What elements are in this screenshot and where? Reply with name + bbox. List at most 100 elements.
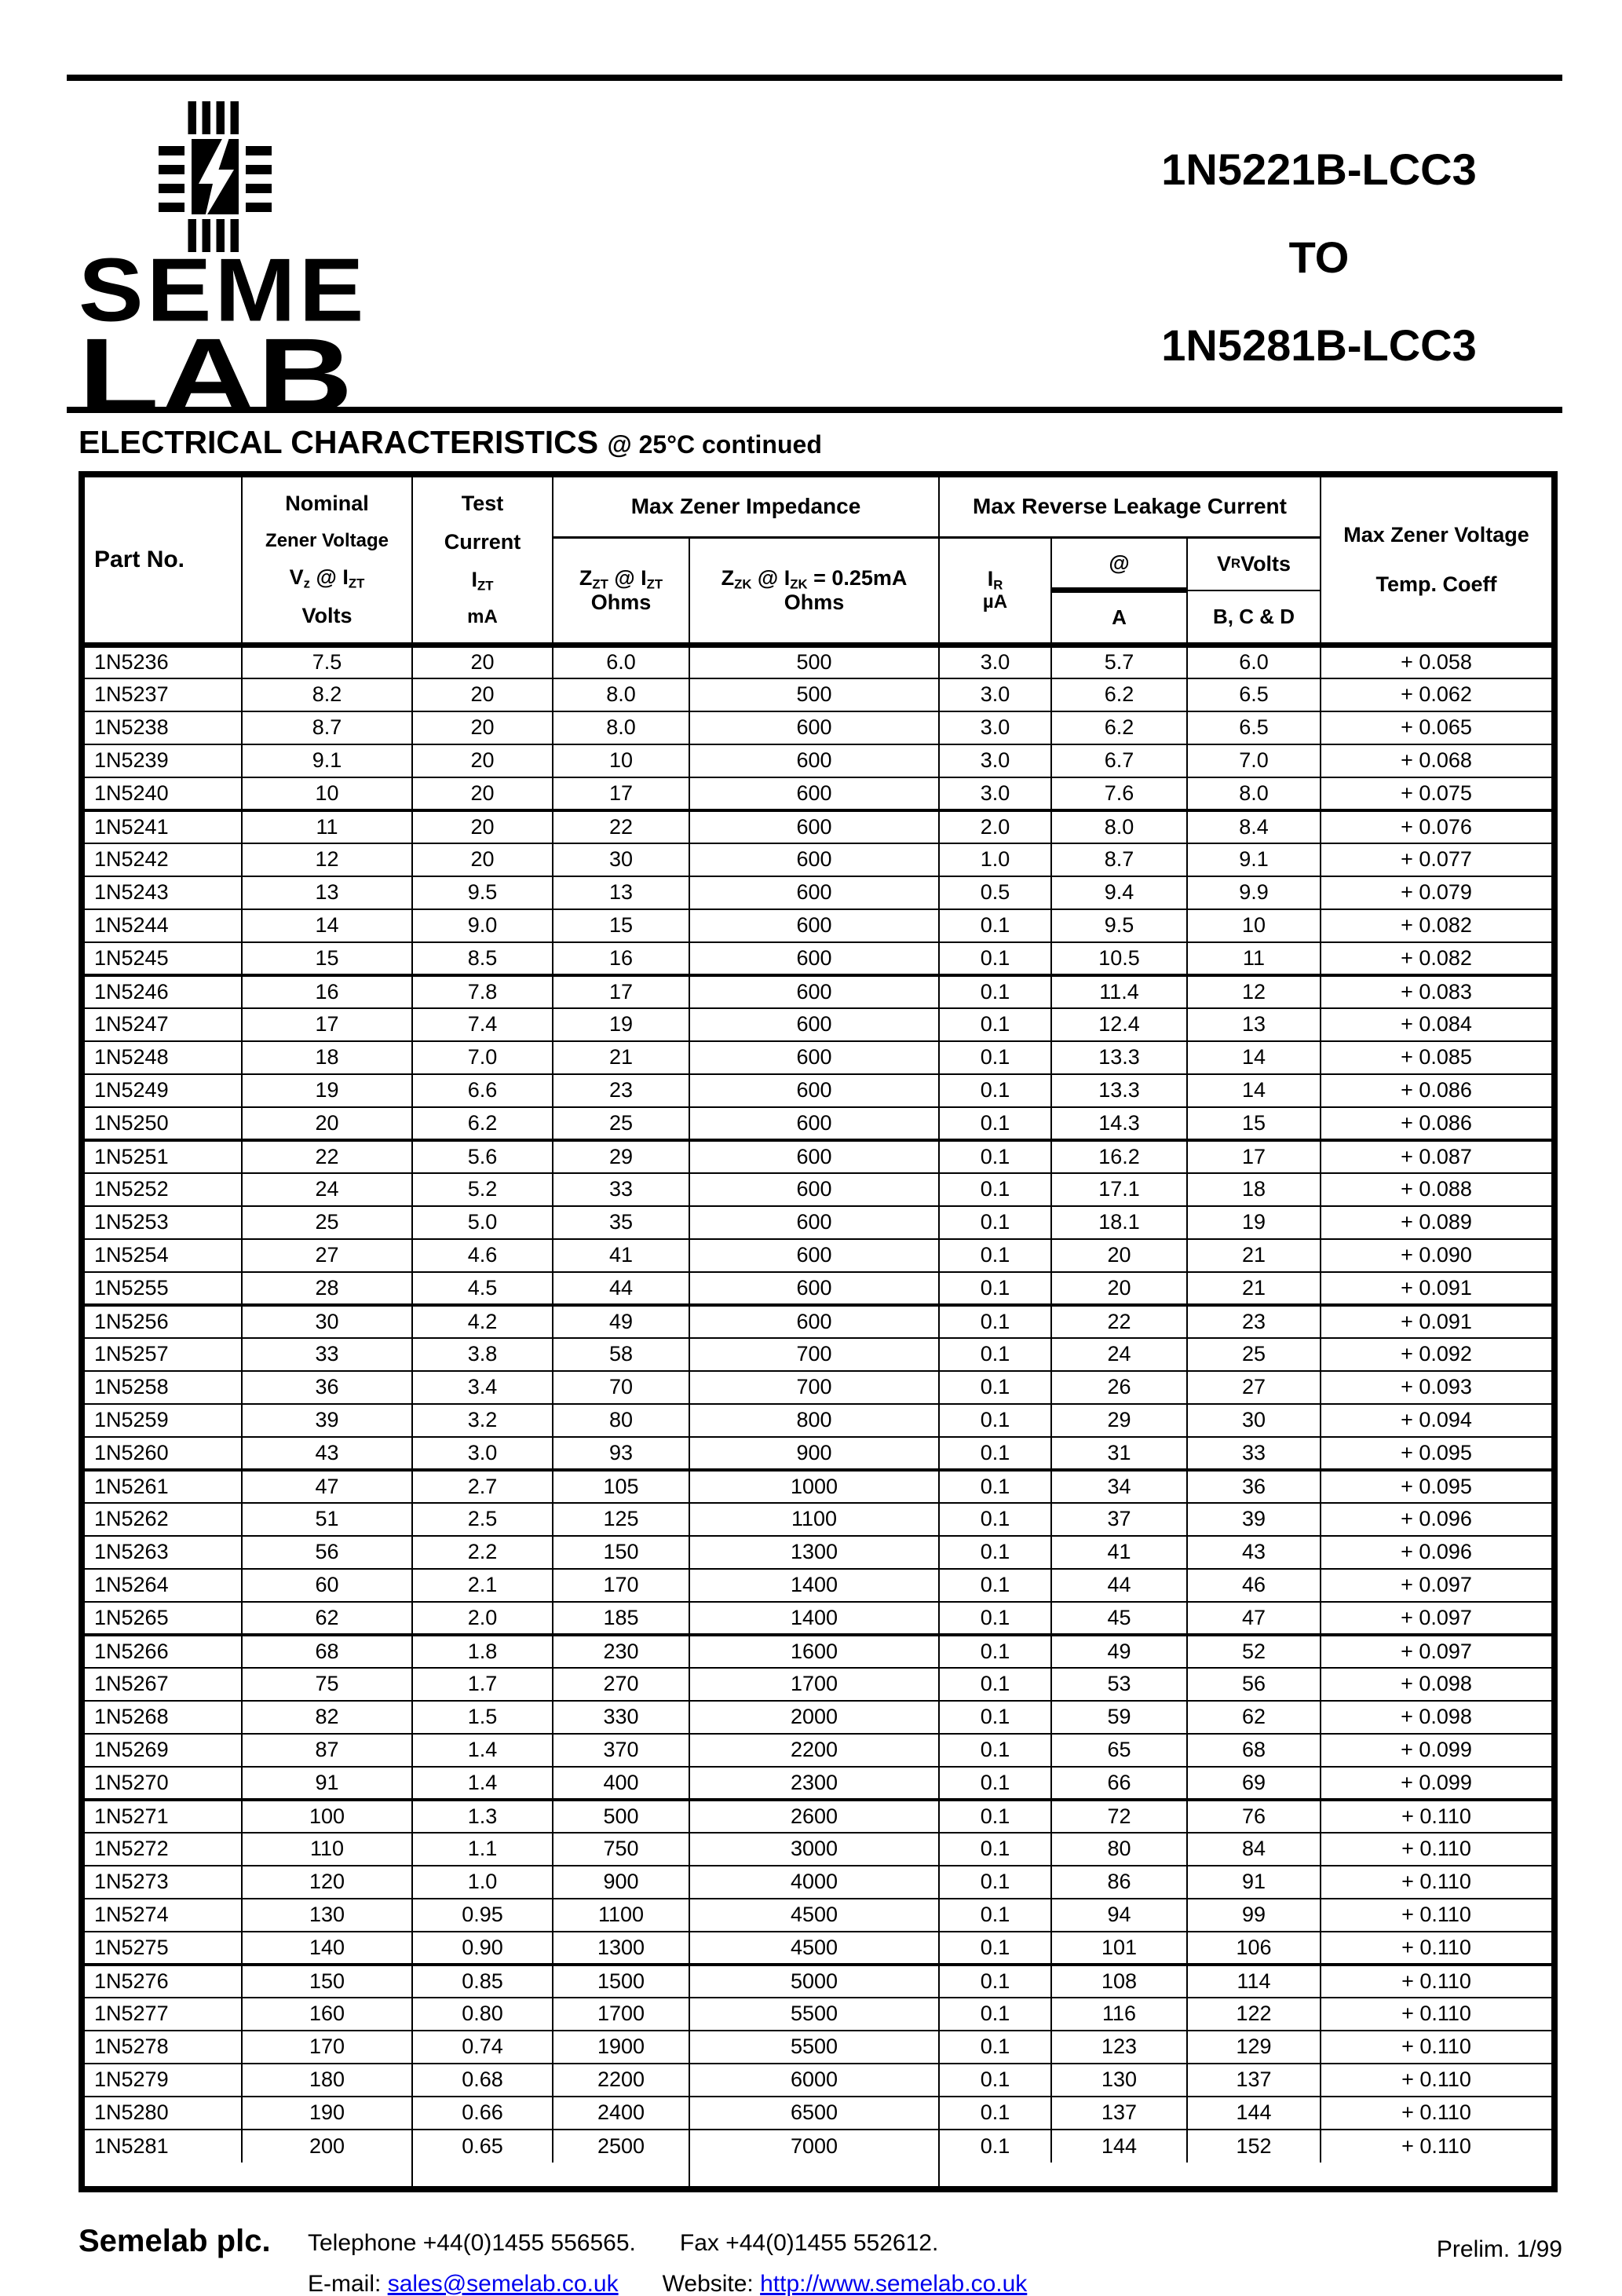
col-header-at: @ A — [1050, 536, 1188, 649]
cell-vz-volts: 14 — [241, 908, 413, 943]
cell-zzk-ohms: 4500 — [689, 1897, 940, 1932]
logo-text-lab: LAB — [79, 316, 355, 434]
cell-izt-ma: 2.5 — [411, 1501, 553, 1537]
ir-label: IR — [987, 567, 1003, 593]
cell-temp-coeff: + 0.082 — [1320, 908, 1556, 943]
table-row: 1N5271 100 1.3 500 2600 0.1 72 76 + 0.110 — [81, 1798, 1556, 1834]
cell-ir-ua: 0.1 — [938, 1963, 1052, 1998]
cell-zzt-ohms: 16 — [552, 941, 690, 977]
footer-prelim-revision: Prelim. 1/99 — [1436, 2236, 1562, 2262]
table-bottom-spacer — [82, 2162, 1554, 2189]
cell-vr-volts: 122 — [1185, 1996, 1322, 2031]
cell-vz-volts: 160 — [241, 1996, 413, 2031]
cell-vr-volts: 14 — [1185, 1040, 1322, 1075]
cell-vr-volts: 12 — [1185, 974, 1322, 1009]
table-row: 1N5260 43 3.0 93 900 0.1 31 33 + 0.095 — [81, 1435, 1556, 1472]
cell-zzt-ohms: 6.0 — [552, 644, 690, 679]
cell-at-a: 72 — [1050, 1798, 1188, 1834]
cell-zzt-ohms: 230 — [552, 1633, 690, 1669]
cell-temp-coeff: + 0.110 — [1320, 2095, 1556, 2130]
cell-vz-volts: 28 — [241, 1270, 413, 1307]
cell-temp-coeff: + 0.096 — [1320, 1534, 1556, 1570]
cell-at-a: 10.5 — [1050, 941, 1188, 977]
cell-part-no: 1N5240 — [81, 776, 243, 812]
cell-zzk-ohms: 5500 — [689, 2029, 940, 2064]
cell-izt-ma: 20 — [411, 710, 553, 745]
cell-ir-ua: 0.1 — [938, 1402, 1052, 1438]
cell-zzt-ohms: 29 — [552, 1139, 690, 1174]
website-link[interactable]: http://www.semelab.co.uk — [760, 2271, 1028, 2296]
cell-part-no: 1N5242 — [81, 842, 243, 877]
cell-zzt-ohms: 185 — [552, 1600, 690, 1636]
cell-izt-ma: 0.85 — [411, 1963, 553, 1998]
table-row: 1N5245 15 8.5 16 600 0.1 10.5 11 + 0.082 — [81, 941, 1556, 977]
cell-vr-volts: 9.9 — [1185, 875, 1322, 910]
cell-part-no: 1N5257 — [81, 1336, 243, 1372]
cell-part-no: 1N5248 — [81, 1040, 243, 1075]
table-row: 1N5240 10 20 17 600 3.0 7.6 8.0 + 0.075 — [81, 776, 1556, 812]
zzt-label: ZZT @ IZT — [579, 565, 663, 592]
cell-izt-ma: 1.4 — [411, 1765, 553, 1801]
cell-vr-volts: 17 — [1185, 1139, 1322, 1174]
footer-links-line: E-mail: sales@semelab.co.uk Website: http… — [308, 2271, 1027, 2296]
cell-vr-volts: 76 — [1185, 1798, 1322, 1834]
col-header-test-current: Test Current IZT mA — [411, 473, 553, 648]
logo-text-seme: SEME — [79, 240, 367, 341]
spacer-cell — [412, 2163, 553, 2189]
cell-izt-ma: 0.95 — [411, 1897, 553, 1932]
spacer-cell — [1321, 2163, 1554, 2189]
table-row: 1N5257 33 3.8 58 700 0.1 24 25 + 0.092 — [81, 1336, 1556, 1372]
cell-izt-ma: 3.0 — [411, 1435, 553, 1472]
cell-at-a: 116 — [1050, 1996, 1188, 2031]
cell-part-no: 1N5239 — [81, 743, 243, 778]
cell-vz-volts: 43 — [241, 1435, 413, 1472]
cell-izt-ma: 0.80 — [411, 1996, 553, 2031]
col-header-zzk: ZZK @ IZK = 0.25mA Ohms — [689, 536, 940, 649]
cell-part-no: 1N5261 — [81, 1468, 243, 1504]
cell-temp-coeff: + 0.099 — [1320, 1765, 1556, 1801]
cell-vr-volts: 13 — [1185, 1007, 1322, 1042]
cell-at-a: 18.1 — [1050, 1205, 1188, 1240]
cell-part-no: 1N5269 — [81, 1732, 243, 1768]
cell-temp-coeff: + 0.086 — [1320, 1073, 1556, 1108]
cell-temp-coeff: + 0.110 — [1320, 2062, 1556, 2097]
cell-ir-ua: 0.1 — [938, 1897, 1052, 1932]
table-row: 1N5264 60 2.1 170 1400 0.1 44 46 + 0.097 — [81, 1567, 1556, 1603]
cell-zzt-ohms: 1700 — [552, 1996, 690, 2031]
cell-zzk-ohms: 700 — [689, 1369, 940, 1405]
cell-zzk-ohms: 2000 — [689, 1699, 940, 1735]
cell-zzt-ohms: 370 — [552, 1732, 690, 1768]
table-row: 1N5280 190 0.66 2400 6500 0.1 137 144 + 0.110 — [81, 2095, 1556, 2130]
title-line-to: TO — [1288, 232, 1350, 282]
cell-temp-coeff: + 0.091 — [1320, 1270, 1556, 1307]
cell-part-no: 1N5250 — [81, 1106, 243, 1142]
cell-zzk-ohms: 4500 — [689, 1930, 940, 1966]
cell-temp-coeff: + 0.086 — [1320, 1106, 1556, 1142]
cell-ir-ua: 1.0 — [938, 842, 1052, 877]
cell-zzk-ohms: 600 — [689, 941, 940, 977]
email-link[interactable]: sales@semelab.co.uk — [387, 2271, 619, 2296]
cell-vr-volts: 27 — [1185, 1369, 1322, 1405]
cell-zzt-ohms: 125 — [552, 1501, 690, 1537]
cell-vz-volts: 62 — [241, 1600, 413, 1636]
table-row: 1N5237 8.2 20 8.0 500 3.0 6.2 6.5 + 0.062 — [81, 677, 1556, 712]
cell-zzk-ohms: 7000 — [689, 2128, 940, 2163]
cell-izt-ma: 0.74 — [411, 2029, 553, 2064]
cell-zzt-ohms: 1900 — [552, 2029, 690, 2064]
cell-ir-ua: 0.1 — [938, 1765, 1052, 1801]
cell-zzt-ohms: 44 — [552, 1270, 690, 1307]
table-row: 1N5261 47 2.7 105 1000 0.1 34 36 + 0.095 — [81, 1468, 1556, 1504]
cell-vz-volts: 150 — [241, 1963, 413, 1998]
cell-at-a: 66 — [1050, 1765, 1188, 1801]
cell-temp-coeff: + 0.096 — [1320, 1501, 1556, 1537]
cell-ir-ua: 0.1 — [938, 1139, 1052, 1174]
cell-temp-coeff: + 0.095 — [1320, 1435, 1556, 1472]
cell-temp-coeff: + 0.058 — [1320, 644, 1556, 679]
cell-ir-ua: 0.1 — [938, 1633, 1052, 1669]
cell-izt-ma: 7.0 — [411, 1040, 553, 1075]
izt-label: IZT — [471, 568, 494, 594]
spacer-cell — [939, 2163, 1051, 2189]
cell-vz-volts: 11 — [241, 809, 413, 844]
cell-zzk-ohms: 600 — [689, 908, 940, 943]
table-row: 1N5270 91 1.4 400 2300 0.1 66 69 + 0.099 — [81, 1765, 1556, 1801]
